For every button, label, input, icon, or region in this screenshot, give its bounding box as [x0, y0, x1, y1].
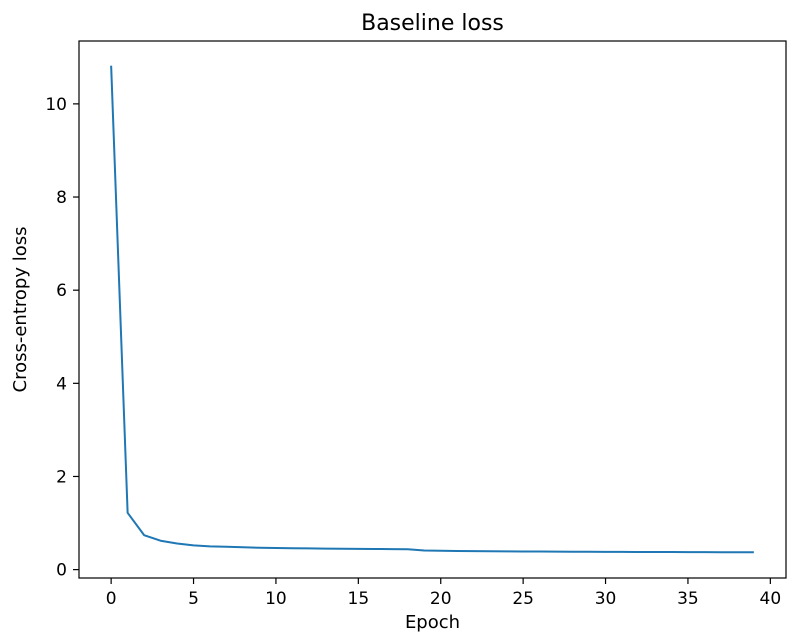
x-tick-label: 40 [760, 589, 782, 609]
y-tick-label: 4 [56, 374, 67, 394]
chart-title: Baseline loss [361, 11, 504, 36]
plot-area: 0 5 10 15 20 25 30 35 40 0 2 4 6 8 10 [45, 40, 787, 609]
x-tick-label: 25 [512, 589, 534, 609]
y-tick-label: 8 [56, 188, 67, 208]
y-tick-label: 0 [56, 561, 67, 581]
y-tick-label: 6 [56, 281, 67, 301]
x-tick-label: 0 [106, 589, 117, 609]
x-tick-label: 15 [348, 589, 370, 609]
x-tick-label: 35 [677, 589, 699, 609]
x-axis-title: Epoch [405, 612, 460, 632]
x-tick-label: 20 [430, 589, 452, 609]
y-axis-title: Cross-entropy loss [10, 227, 31, 393]
x-tick-label: 10 [265, 589, 287, 609]
y-tick-label: 10 [45, 95, 67, 115]
x-tick-label: 30 [595, 589, 617, 609]
x-tick-label: 5 [188, 589, 199, 609]
y-tick-label: 2 [56, 467, 67, 487]
axes-frame [78, 40, 787, 579]
series-line-0 [110, 65, 754, 554]
